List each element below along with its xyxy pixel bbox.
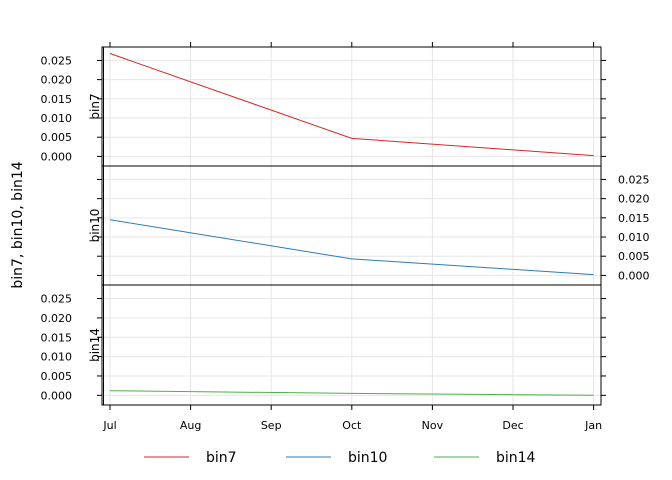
y-tick-label: 0.000 — [618, 269, 650, 282]
y-tick-label: 0.005 — [618, 250, 650, 263]
y-tick-label: 0.010 — [41, 351, 73, 364]
y-tick-label: 0.000 — [41, 150, 73, 163]
legend-label-bin7: bin7 — [206, 450, 237, 466]
y-tick-label: 0.025 — [41, 293, 73, 306]
x-tick-label: Jan — [584, 419, 602, 432]
legend: bin7 bin10 bin14 — [144, 450, 536, 466]
y-tick-label: 0.015 — [618, 212, 650, 225]
x-tick-label: Sep — [261, 419, 282, 432]
y-tick-label: 0.015 — [41, 93, 73, 106]
axis-layer: 0.000 0.005 0.010 0.015 0.020 0.025 0.000 0.005… — [41, 42, 650, 432]
x-tick-label: Oct — [342, 419, 362, 432]
panel-strip-label: bin14 — [88, 328, 102, 362]
x-tick-label: Aug — [180, 419, 201, 432]
series-line-bin7 — [109, 53, 594, 157]
x-tick-label: Dec — [502, 419, 523, 432]
series-line-bin14 — [109, 390, 594, 396]
legend-label-bin10: bin10 — [348, 450, 387, 466]
x-tick-label: Nov — [422, 419, 444, 432]
y-tick-label: 0.010 — [41, 112, 73, 125]
y-tick-label: 0.000 — [41, 389, 73, 402]
grid-layer — [102, 47, 601, 405]
panel-strip-label: bin10 — [88, 209, 102, 243]
y-tick-label: 0.005 — [41, 131, 73, 144]
frame-layer: bin7 bin10 bin14 — [88, 46, 602, 406]
y-tick-label: 0.025 — [41, 54, 73, 67]
y-tick-label: 0.005 — [41, 370, 73, 383]
y-tick-label: 0.010 — [618, 231, 650, 244]
y-tick-label: 0.020 — [41, 312, 73, 325]
panel-strip-label: bin7 — [88, 93, 102, 119]
x-tick-label: Jul — [102, 419, 116, 432]
y-tick-label: 0.020 — [41, 74, 73, 87]
series-line-bin10 — [109, 219, 594, 276]
y-tick-label: 0.025 — [618, 173, 650, 186]
y-tick-label: 0.015 — [41, 331, 73, 344]
legend-label-bin14: bin14 — [496, 450, 536, 466]
y-axis-label: bin7, bin10, bin14 — [10, 161, 26, 288]
series-layer — [109, 53, 594, 396]
y-tick-label: 0.020 — [618, 193, 650, 206]
